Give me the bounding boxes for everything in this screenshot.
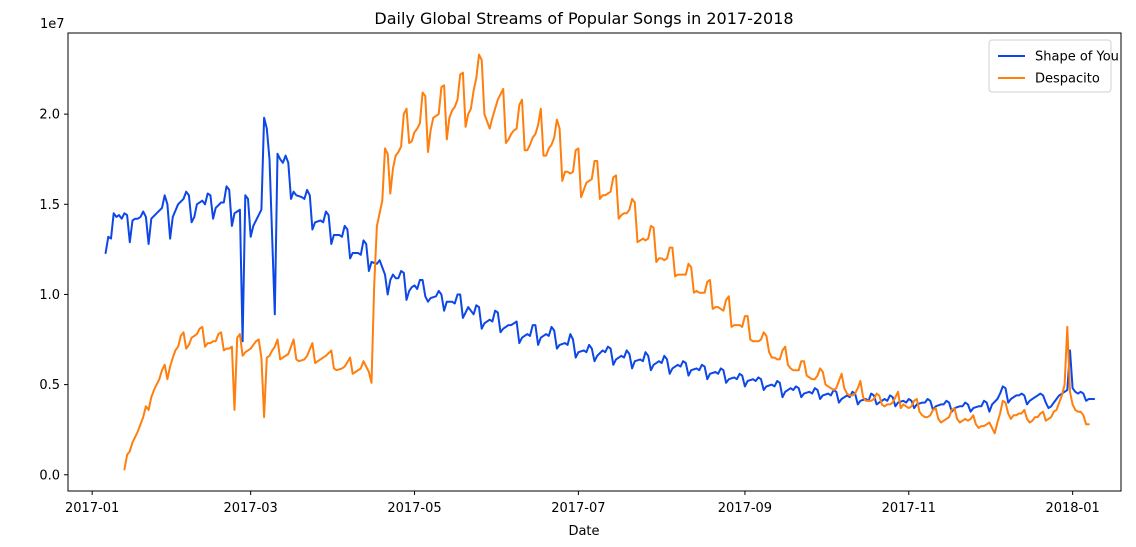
y-tick-label: 1.5 xyxy=(39,198,60,213)
x-tick-label: 2017-11 xyxy=(882,501,936,516)
y-tick-label: 0.5 xyxy=(39,378,60,393)
legend-label-despacito: Despacito xyxy=(1035,72,1100,87)
x-tick-label: 2018-01 xyxy=(1045,501,1099,516)
y-tick-label: 1.0 xyxy=(39,288,60,303)
x-tick-label: 2017-05 xyxy=(387,501,441,516)
chart-title: Daily Global Streams of Popular Songs in… xyxy=(374,9,793,28)
legend: Shape of You Despacito xyxy=(988,39,1119,93)
y-axis-ticks: 0.0 0.5 1.0 1.5 2.0 xyxy=(39,108,68,483)
x-axis-label: Date xyxy=(568,524,599,539)
y-tick-label: 2.0 xyxy=(39,108,60,123)
y-axis-offset-label: 1e7 xyxy=(40,17,65,32)
y-tick-label: 0.0 xyxy=(39,468,60,483)
plot-frame xyxy=(67,32,1122,492)
x-tick-label: 2017-03 xyxy=(223,501,277,516)
legend-label-shape-of-you: Shape of You xyxy=(1035,50,1119,65)
series-line-shape-of-you xyxy=(104,116,1096,413)
x-tick-label: 2017-01 xyxy=(65,501,119,516)
series-line-despacito xyxy=(123,53,1090,471)
x-axis-ticks: 2017-01 2017-03 2017-05 2017-07 2017-09 2017-… xyxy=(65,491,1100,516)
x-tick-label: 2017-07 xyxy=(551,501,605,516)
x-tick-label: 2017-09 xyxy=(718,501,772,516)
series-layer xyxy=(104,53,1096,471)
